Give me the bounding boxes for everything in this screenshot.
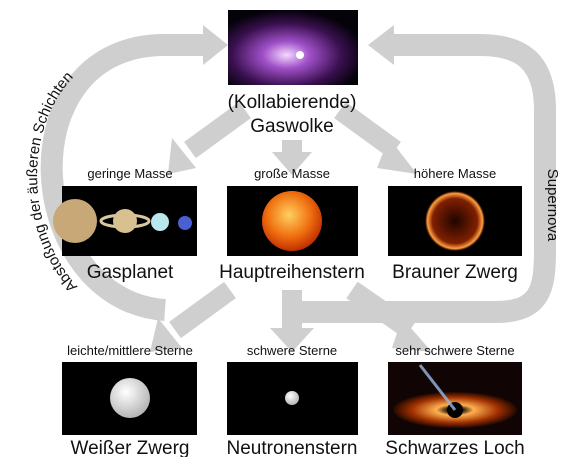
bottom-name: Schwarzes Loch — [385, 438, 524, 457]
neutron-star-image — [227, 362, 358, 435]
middle-condition: höhere Masse — [414, 166, 496, 181]
middle-name: Hauptreihenstern — [219, 262, 365, 283]
main-sequence-image — [227, 186, 358, 256]
brown-dwarf-image — [388, 186, 522, 256]
bottom-name: Neutronenstern — [227, 438, 358, 457]
bottom-condition: leichte/mittlere Sterne — [67, 343, 193, 358]
top-label-line1: (Kollabierende) — [228, 92, 357, 113]
white-dwarf-image — [62, 362, 197, 435]
black-hole-image — [388, 362, 522, 435]
gas-cloud-image — [228, 10, 358, 85]
bottom-name: Weißer Zwerg — [71, 438, 190, 457]
middle-condition: große Masse — [254, 166, 330, 181]
middle-name: Gasplanet — [87, 262, 174, 283]
cycle-right-label: Supernova — [544, 169, 561, 242]
top-label-line2: Gaswolke — [250, 116, 333, 137]
gas-planet-image — [53, 186, 197, 256]
middle-condition: geringe Masse — [87, 166, 172, 181]
diagram: Abstoßung der äußeren Schichten Supernov… — [0, 0, 575, 457]
middle-name: Brauner Zwerg — [392, 262, 518, 283]
bottom-condition: sehr schwere Sterne — [395, 343, 514, 358]
bottom-condition: schwere Sterne — [247, 343, 337, 358]
